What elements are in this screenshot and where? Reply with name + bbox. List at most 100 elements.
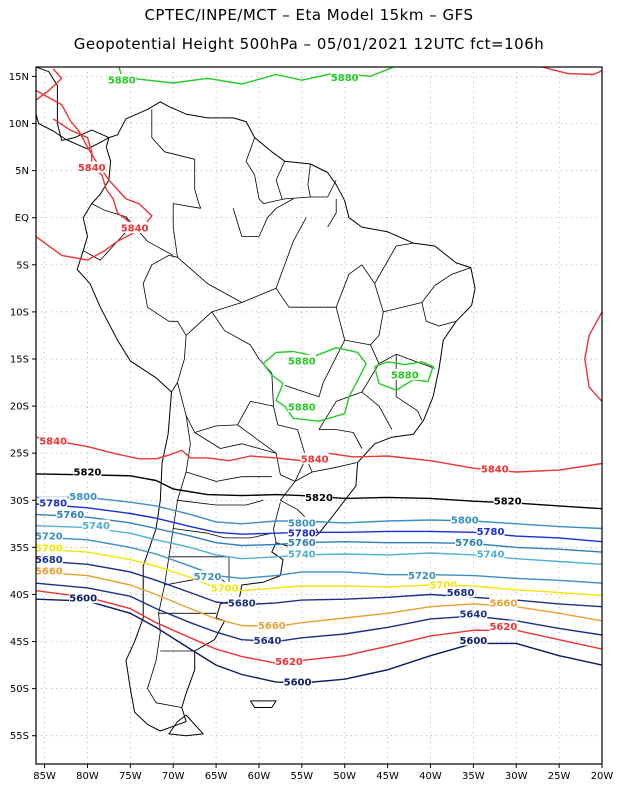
political-border (177, 256, 242, 303)
political-border (185, 471, 272, 482)
contour-label-bg (287, 547, 316, 559)
political-border (374, 242, 414, 284)
contour-label-bg (77, 161, 106, 173)
contour-label: 5640 (459, 610, 487, 621)
lat-tick-label: 50S (10, 684, 29, 695)
political-border (275, 217, 307, 289)
contour-label-bg (429, 578, 458, 590)
contour-label: 5740 (82, 521, 110, 532)
lat-tick-label: 25S (10, 449, 29, 460)
political-border (378, 353, 435, 369)
contour-label-bg (107, 74, 136, 86)
contour-label-bg (287, 536, 316, 548)
map-frame (35, 66, 603, 765)
coastline (36, 113, 110, 150)
contour-line-5880 (374, 361, 434, 391)
contour-line-5840 (541, 67, 602, 76)
contour-label: 5600 (459, 636, 487, 647)
political-border (307, 163, 311, 198)
contour-line-5880 (262, 347, 367, 422)
contour-label: 5880 (288, 356, 316, 367)
contour-label: 5840 (301, 454, 329, 465)
contour-label: 5720 (35, 532, 63, 543)
lat-tick-label: 5S (16, 260, 29, 271)
contour-label: 5880 (108, 76, 136, 87)
political-border (245, 137, 337, 204)
contour-label: 5800 (288, 518, 316, 529)
contour-label: 5620 (275, 657, 303, 668)
lon-tick-label: 25W (548, 771, 571, 782)
contour-label: 5800 (451, 515, 479, 526)
contour-label-bg (56, 508, 85, 520)
contour-line-5880 (118, 67, 396, 85)
political-border (421, 302, 457, 327)
contour-label: 5720 (408, 571, 436, 582)
contour-label-bg (476, 547, 505, 559)
lon-tick-label: 20W (591, 771, 614, 782)
political-border (142, 203, 201, 393)
contour-line-5640 (36, 582, 602, 643)
coastline (249, 700, 277, 708)
lon-tick-label: 85W (33, 771, 56, 782)
contour-label-bg (407, 569, 436, 581)
contour-label: 5880 (391, 370, 419, 381)
contour-label: 5660 (489, 598, 517, 609)
lat-tick-label: 35S (10, 543, 29, 554)
political-border (237, 424, 307, 482)
contour-label: 5840 (481, 465, 509, 476)
lat-tick-label: 30S (10, 496, 29, 507)
lat-tick-label: 10N (9, 119, 29, 130)
contour-label-bg (305, 491, 333, 503)
contour-label-bg (34, 530, 63, 542)
lon-tick-label: 45W (376, 771, 399, 782)
contour-label-bg (459, 634, 488, 646)
contour-label: 5740 (477, 549, 505, 560)
contour-label-bg (227, 596, 256, 608)
lon-tick-label: 60W (248, 771, 271, 782)
contour-label: 5680 (228, 598, 256, 609)
contour-label: 5820 (494, 497, 522, 508)
contour-label-bg (210, 581, 239, 593)
lon-tick-label: 65W (205, 771, 228, 782)
coastline-and-borders (36, 31, 476, 737)
contour-label: 5680 (35, 555, 63, 566)
contour-label-bg (39, 434, 68, 446)
geopotential-contours (36, 67, 602, 684)
coastline (36, 67, 110, 141)
contour-label: 5840 (121, 224, 149, 235)
contour-label: 5820 (74, 467, 102, 478)
contour-label: 5780 (39, 499, 67, 510)
contour-label-bg (34, 553, 63, 565)
coastline (139, 31, 186, 46)
contour-label-bg (34, 542, 63, 554)
contour-label-bg (73, 465, 102, 477)
contour-line-5600 (36, 598, 602, 684)
political-border (151, 109, 202, 209)
lat-tick-label: 15S (10, 354, 29, 365)
contour-label: 5700 (35, 544, 63, 555)
contour-label: 5880 (288, 402, 316, 413)
contour-label-bg (34, 564, 63, 576)
lat-tick-label: 15N (9, 72, 29, 83)
contour-label-bg (300, 452, 329, 464)
lat-tick-label: 5N (15, 166, 29, 177)
lat-tick-label: 10S (10, 307, 29, 318)
political-border (361, 391, 393, 430)
contour-label: 5700 (429, 580, 457, 591)
contour-label: 5660 (35, 566, 63, 577)
contour-label-bg (253, 634, 282, 646)
political-border (232, 208, 259, 237)
contour-label-bg (489, 620, 518, 632)
contour-label-bg (39, 497, 68, 509)
political-border (177, 499, 264, 506)
contour-label: 5820 (305, 493, 333, 504)
lat-lon-grid (36, 67, 603, 764)
lat-tick-label: 55S (10, 731, 29, 742)
coastline (76, 101, 476, 732)
contour-label: 5760 (288, 538, 316, 549)
contour-label: 5780 (477, 527, 505, 538)
political-border (211, 287, 277, 313)
political-border (383, 267, 471, 313)
contour-label: 5840 (39, 436, 67, 447)
